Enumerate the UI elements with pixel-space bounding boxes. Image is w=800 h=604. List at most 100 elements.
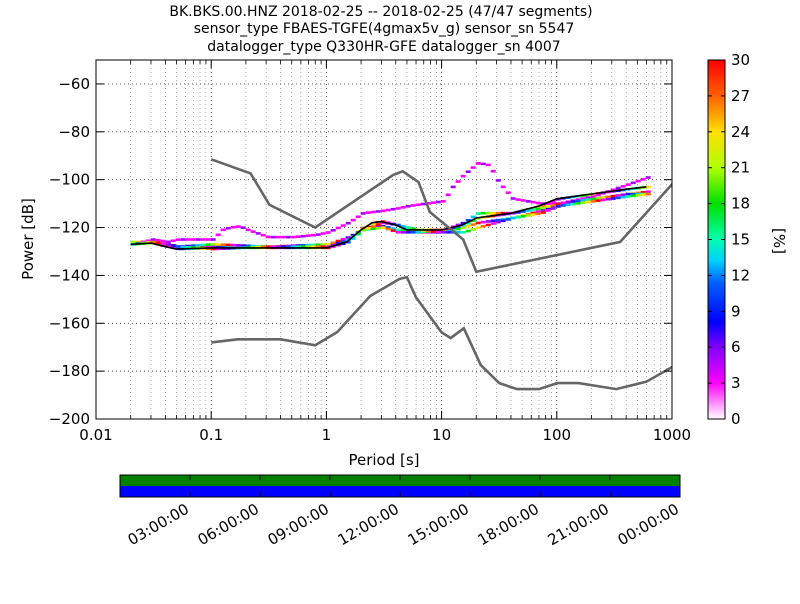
psd-cell xyxy=(610,194,616,198)
x-tick-label: 10 xyxy=(432,426,451,444)
psd-cell xyxy=(200,245,206,248)
psd-cell xyxy=(205,243,211,246)
psd-cell xyxy=(385,226,391,229)
psd-cell xyxy=(410,227,416,230)
psd-cell xyxy=(150,238,156,241)
psd-cell xyxy=(360,228,366,232)
psd-cell xyxy=(180,245,186,249)
psd-cell xyxy=(595,193,601,197)
psd-cell xyxy=(230,243,236,247)
psd-cell xyxy=(210,243,216,246)
psd-cell xyxy=(265,245,271,249)
psd-cell xyxy=(235,225,241,228)
psd-cell xyxy=(545,206,551,210)
psd-cell xyxy=(285,235,291,239)
psd-cell xyxy=(370,222,376,226)
psd-cell xyxy=(465,170,471,174)
psd-cell xyxy=(200,238,206,241)
psd-cell xyxy=(505,191,511,194)
psd-cell xyxy=(320,232,326,235)
psd-cell xyxy=(580,197,586,200)
psd-cell xyxy=(560,201,566,205)
psd-cell xyxy=(350,233,356,237)
psd-cell xyxy=(290,245,296,248)
x-axis-label: Period [s] xyxy=(348,451,419,469)
psd-density xyxy=(130,162,651,251)
psd-cell xyxy=(565,201,571,204)
psd-cell xyxy=(465,218,471,222)
psd-cell xyxy=(195,245,201,248)
psd-cell xyxy=(355,232,361,235)
psd-cell xyxy=(480,211,486,215)
psd-cell xyxy=(195,238,201,241)
psd-cell xyxy=(465,224,471,228)
psd-cell xyxy=(310,245,316,248)
psd-cell xyxy=(210,245,216,248)
coverage-row xyxy=(120,475,680,486)
psd-cell xyxy=(635,179,641,183)
noise-model-line xyxy=(211,275,672,391)
psd-cell xyxy=(225,245,231,248)
psd-cell xyxy=(465,221,471,225)
psd-cell xyxy=(490,222,496,225)
psd-cell xyxy=(515,198,521,201)
colorbar: 0 3 6 9 12 15 18 21 24 27 30 [%] xyxy=(707,51,788,428)
coverage-timeline: 03:00:00 06:00:00 09:00:00 12:00:00 15:00:00… xyxy=(119,474,682,549)
x-tick-label: 0.1 xyxy=(199,426,223,444)
psd-cell xyxy=(625,195,631,198)
psd-cell xyxy=(220,245,226,248)
psd-cell xyxy=(380,221,386,225)
timeline-tick-label: 12:00:00 xyxy=(335,500,402,549)
psd-cell xyxy=(460,224,466,227)
psd-cell xyxy=(345,240,351,244)
psd-cell xyxy=(375,223,381,227)
psd-cell xyxy=(540,211,546,214)
psd-cell xyxy=(460,226,466,230)
chart-title: BK.BKS.00.HNZ 2018-02-25 -- 2018-02-25 (… xyxy=(169,4,592,55)
psd-cell xyxy=(550,202,556,205)
psd-cell xyxy=(485,211,491,215)
psd-cell xyxy=(405,226,411,229)
psd-cell xyxy=(435,200,441,204)
psd-cell xyxy=(610,197,616,200)
psd-cell xyxy=(495,220,501,224)
title-line-2: sensor_type FBAES-TGFE(4gmax5v_g) sensor… xyxy=(194,21,575,37)
noise-models xyxy=(210,158,672,391)
psd-cell xyxy=(560,204,566,207)
psd-cell xyxy=(640,191,646,194)
psd-cell xyxy=(370,210,376,214)
psd-cell xyxy=(240,226,246,229)
psd-cell xyxy=(590,197,596,201)
psd-cell xyxy=(620,185,626,188)
psd-cell xyxy=(495,179,501,182)
psd-cell xyxy=(555,205,561,208)
colorbar-gradient xyxy=(708,60,725,419)
coverage-rows xyxy=(120,475,680,497)
timeline-tick-label: 06:00:00 xyxy=(195,500,262,549)
psd-cell xyxy=(300,244,306,247)
psd-cell xyxy=(380,226,386,229)
psd-cell xyxy=(345,236,351,239)
psd-cell xyxy=(490,211,496,215)
psd-cell xyxy=(250,244,256,248)
psd-cell xyxy=(280,235,286,239)
psd-cell xyxy=(425,229,431,233)
psd-cell xyxy=(210,238,216,241)
psd-cell xyxy=(280,245,286,248)
psd-cell xyxy=(590,195,596,198)
psd-cell xyxy=(205,245,211,248)
y-tick-label: −120 xyxy=(49,219,90,237)
psd-cell xyxy=(480,162,486,166)
psd-cell xyxy=(160,242,166,245)
psd-cell xyxy=(565,203,571,207)
psd-cell xyxy=(375,226,381,230)
psd-cell xyxy=(350,237,356,240)
colorbar-tick-label: 21 xyxy=(731,159,750,177)
psd-cell xyxy=(450,185,456,189)
psd-cell xyxy=(530,200,536,204)
psd-cell xyxy=(330,229,336,232)
psd-cell xyxy=(500,218,506,221)
psd-cell xyxy=(310,233,316,237)
psd-cell xyxy=(295,235,301,239)
psd-cell xyxy=(490,169,496,173)
